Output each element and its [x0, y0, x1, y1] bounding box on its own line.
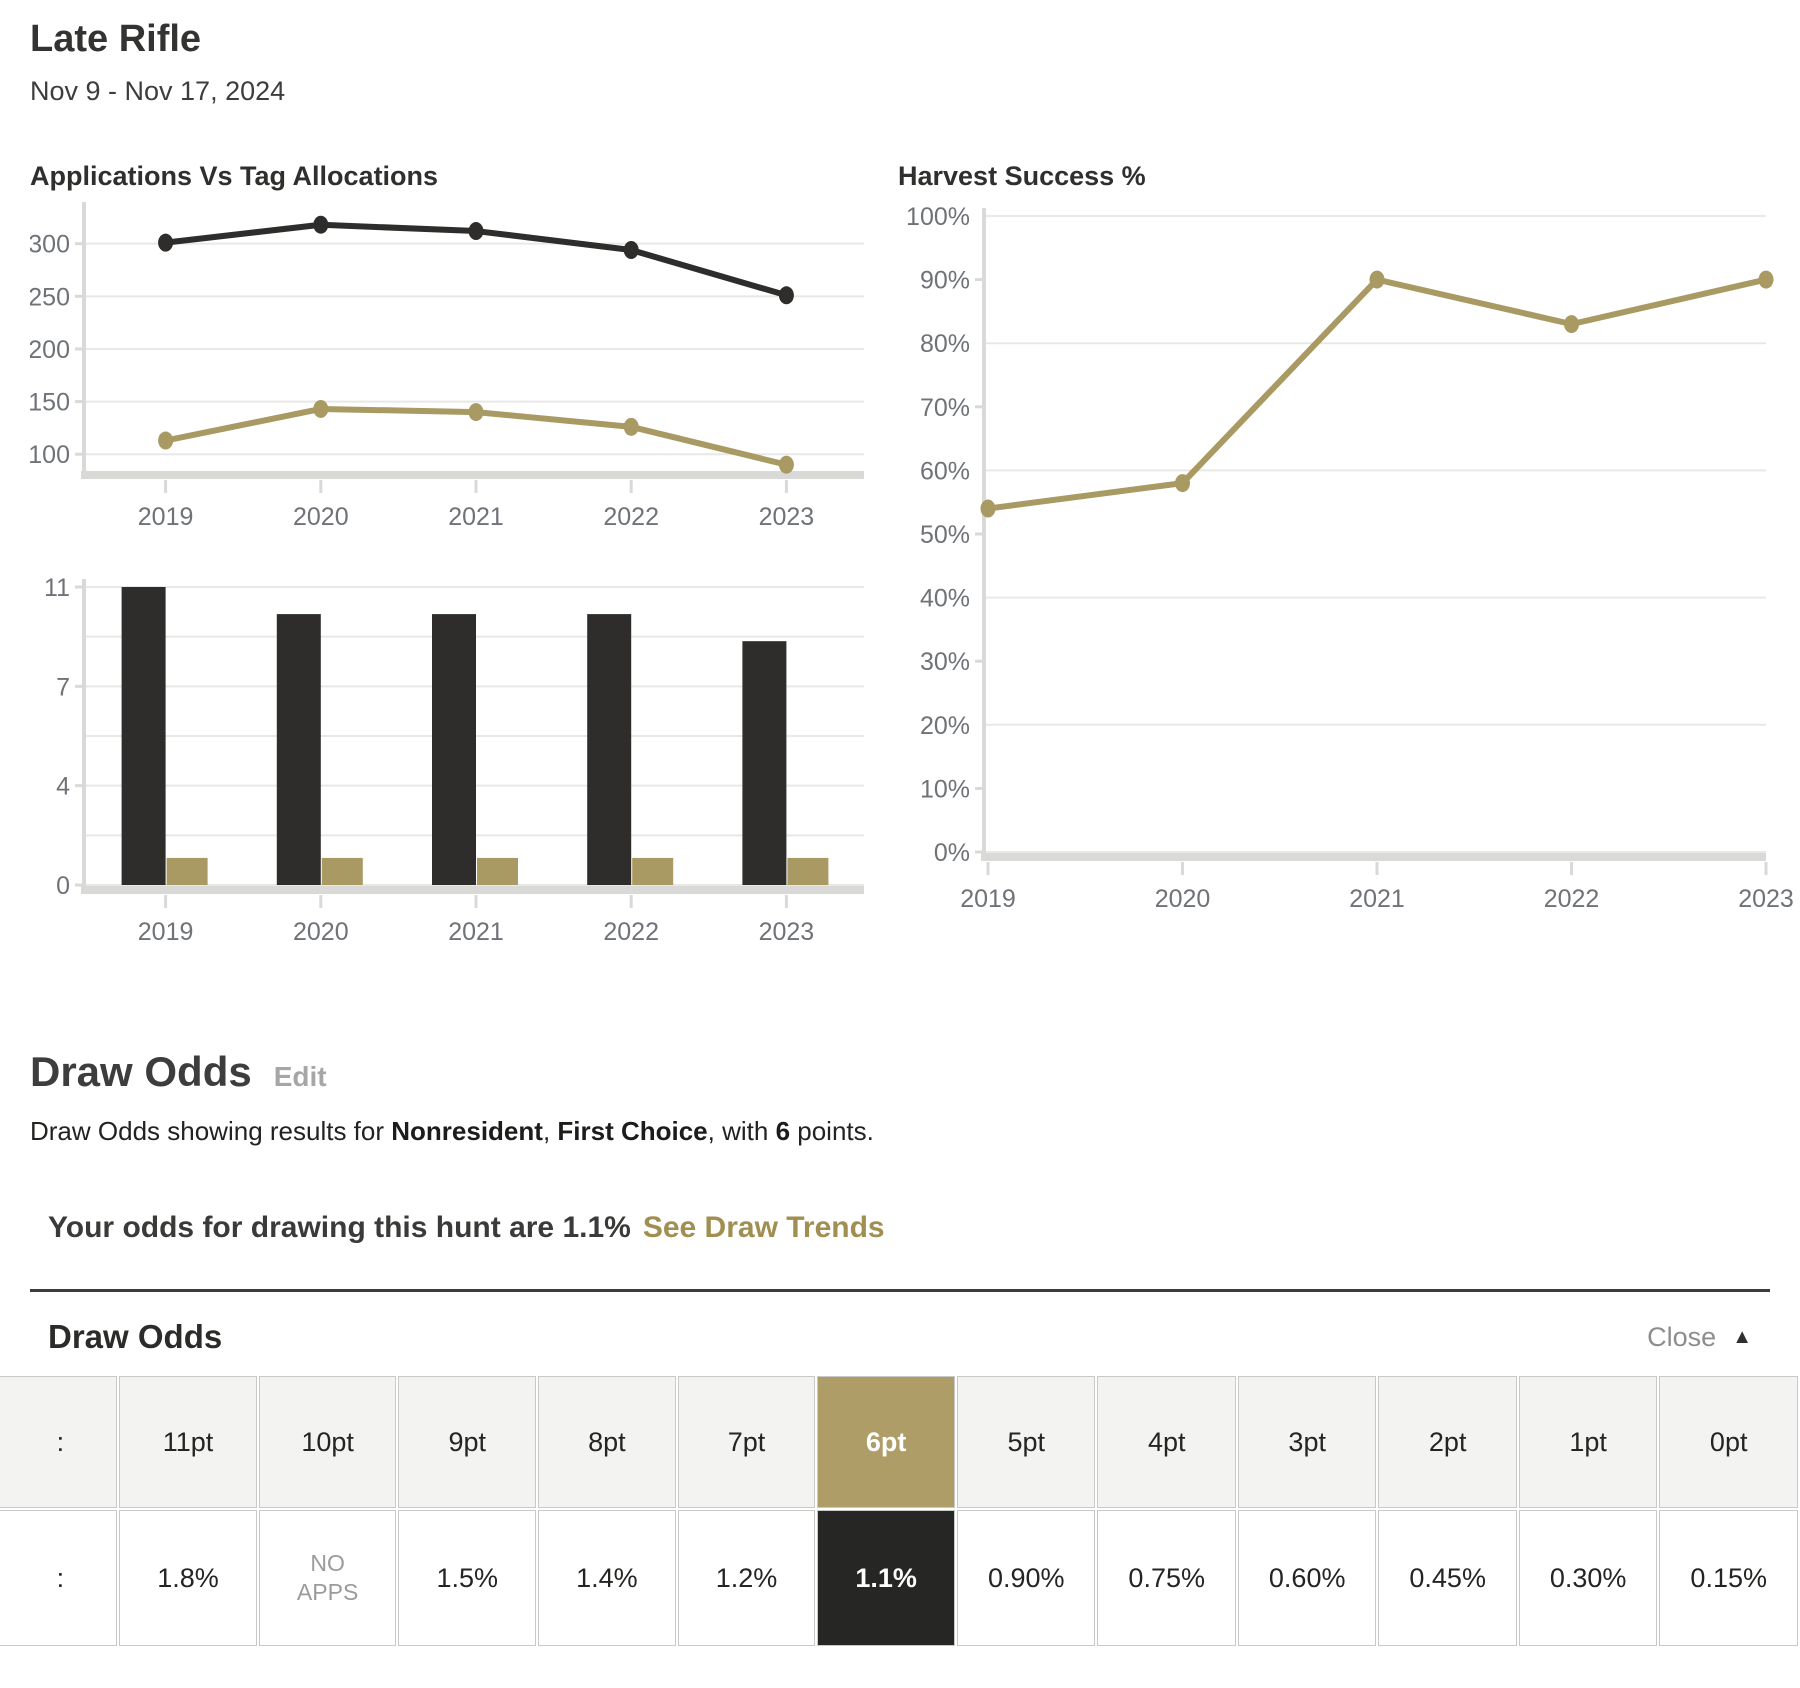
points-column-header: 7pt: [677, 1376, 816, 1508]
points-column-header: 2pt: [1378, 1376, 1517, 1508]
svg-text:2023: 2023: [759, 503, 815, 531]
svg-text:2023: 2023: [759, 918, 815, 946]
svg-text:2019: 2019: [960, 885, 1016, 913]
points-column-header: 3pt: [1237, 1376, 1377, 1508]
svg-text:50%: 50%: [920, 521, 970, 549]
svg-text:2020: 2020: [1155, 885, 1211, 913]
svg-text:300: 300: [30, 231, 70, 259]
draw-odds-table: :11pt 10pt 9pt 8pt 7pt 6pt 5pt 4pt 3pt 2pt 1pt 0pt:…: [0, 1374, 1800, 1648]
selected-points-column-header: 6pt: [817, 1376, 955, 1508]
section-divider: [30, 1289, 1770, 1292]
close-button[interactable]: Close ▲: [1647, 1322, 1752, 1353]
odds-cell: 0.60%: [1237, 1510, 1377, 1646]
description-text: Draw Odds showing results for: [30, 1116, 392, 1146]
svg-text:250: 250: [30, 283, 70, 311]
svg-text:80%: 80%: [920, 330, 970, 358]
points-column-header: 1pt: [1518, 1376, 1658, 1508]
draw-odds-panel-header: Draw Odds Close ▲: [30, 1318, 1770, 1356]
odds-cell: 1.2%: [677, 1510, 816, 1646]
harvest-success-chart: 0% 10% 20% 30% 40% 50% 60% 70% 80% 90% 100% 2019 202…: [898, 202, 1798, 923]
draw-odds-section-header: Draw Odds Edit: [30, 1048, 1770, 1096]
svg-text:60%: 60%: [920, 457, 970, 485]
close-label: Close: [1647, 1321, 1717, 1352]
residency-value: Nonresident: [391, 1116, 543, 1146]
svg-text:0: 0: [56, 872, 70, 900]
svg-text:10%: 10%: [920, 775, 970, 803]
svg-text:2021: 2021: [448, 503, 504, 531]
see-draw-trends-link[interactable]: See Draw Trends: [642, 1211, 885, 1244]
svg-text:2023: 2023: [1738, 885, 1794, 913]
points-column-header: 11pt: [119, 1376, 257, 1508]
points-column-header: 8pt: [538, 1376, 676, 1508]
svg-text:2022: 2022: [603, 918, 659, 946]
odds-cell: NO APPS: [258, 1510, 397, 1646]
points-column-header: 4pt: [1097, 1376, 1236, 1508]
points-column-header: 10pt: [258, 1376, 397, 1508]
clipped-label-header-cell: :: [0, 1376, 118, 1508]
edit-button[interactable]: Edit: [273, 1061, 327, 1092]
odds-cell: 1.8%: [119, 1510, 257, 1646]
svg-text:2020: 2020: [293, 918, 349, 946]
applications-vs-tags-line-chart: 100 150 200 250 300 2019 2020 2021 2022 2023: [28, 202, 870, 543]
draw-odds-panel-heading: Draw Odds: [48, 1318, 223, 1355]
page-header: Late Rifle Nov 9 - Nov 17, 2024: [30, 0, 1770, 107]
svg-text:2021: 2021: [448, 918, 504, 946]
svg-text:70%: 70%: [920, 394, 970, 422]
collapse-arrow-icon: ▲: [1732, 1326, 1752, 1348]
svg-text:2019: 2019: [138, 918, 194, 946]
draw-odds-description: Draw Odds showing results for Nonresiden…: [30, 1116, 874, 1146]
svg-text:150: 150: [30, 389, 70, 417]
svg-text:0%: 0%: [934, 839, 970, 867]
choice-value: First Choice: [557, 1116, 708, 1146]
odds-cell: 1.4%: [538, 1510, 676, 1646]
applications-column: Applications Vs Tag Allocations 100 150 20…: [28, 161, 870, 956]
no-apps-label: NO APPS: [296, 1550, 359, 1605]
svg-text:2019: 2019: [138, 503, 194, 531]
applications-chart-title: Applications Vs Tag Allocations: [30, 161, 439, 191]
draw-odds-heading: Draw Odds: [30, 1048, 252, 1095]
svg-text:4: 4: [56, 773, 70, 801]
svg-text:40%: 40%: [920, 585, 970, 613]
hunt-date-range: Nov 9 - Nov 17, 2024: [30, 76, 286, 106]
svg-text:200: 200: [30, 336, 70, 364]
odds-cell: 0.45%: [1378, 1510, 1517, 1646]
applications-vs-tags-bar-chart: 0 4 7 11 2019 2020 2021 2022 2023: [30, 574, 870, 956]
odds-summary: Your odds for drawing this hunt are 1.1%…: [48, 1211, 1770, 1245]
odds-cell: 0.30%: [1518, 1510, 1658, 1646]
svg-text:2021: 2021: [1349, 885, 1405, 913]
svg-text:2022: 2022: [1544, 885, 1600, 913]
points-value: 6: [775, 1116, 791, 1146]
svg-text:2022: 2022: [603, 503, 659, 531]
draw-odds-table-scroll[interactable]: :11pt 10pt 9pt 8pt 7pt 6pt 5pt 4pt 3pt 2pt 1pt 0pt:…: [0, 1374, 1800, 1648]
selected-odds-cell: 1.1%: [817, 1510, 955, 1646]
svg-text:7: 7: [56, 673, 70, 701]
harvest-chart-title: Harvest Success %: [898, 161, 1146, 191]
harvest-column: Harvest Success % 0% 10% 20% 30% 40% 50% 60% 70…: [898, 161, 1798, 956]
svg-text:2020: 2020: [293, 503, 349, 531]
svg-text:90%: 90%: [920, 267, 970, 295]
svg-text:30%: 30%: [920, 648, 970, 676]
svg-text:11: 11: [44, 577, 70, 602]
page-title: Late Rifle: [30, 18, 202, 60]
points-column-header: 5pt: [956, 1376, 1096, 1508]
charts-row: Applications Vs Tag Allocations 100 150 20…: [28, 161, 1794, 956]
odds-cell: 0.90%: [956, 1510, 1096, 1646]
clipped-label-cell: :: [0, 1510, 118, 1646]
odds-summary-text: Your odds for drawing this hunt are 1.1%: [48, 1211, 631, 1244]
svg-text:100%: 100%: [906, 203, 970, 231]
odds-cell: 1.5%: [398, 1510, 537, 1646]
svg-text:100: 100: [30, 441, 70, 469]
odds-cell: 0.15%: [1659, 1510, 1798, 1646]
odds-cell: 0.75%: [1097, 1510, 1236, 1646]
svg-text:20%: 20%: [920, 712, 970, 740]
points-column-header: 0pt: [1659, 1376, 1798, 1508]
points-column-header: 9pt: [398, 1376, 537, 1508]
